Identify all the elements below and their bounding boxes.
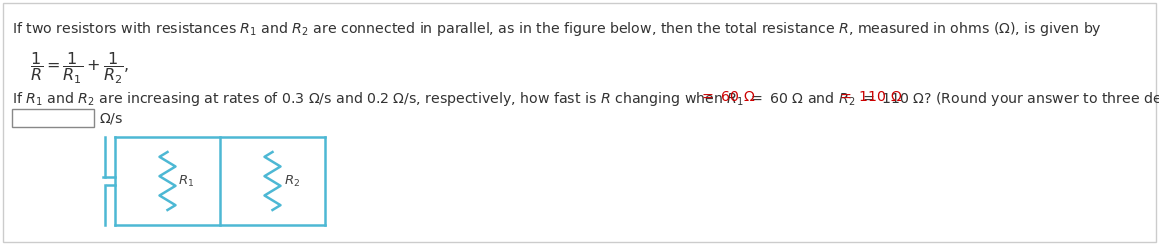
Text: If two resistors with resistances $R_1$ and $R_2$ are connected in parallel, as : If two resistors with resistances $R_1$ … — [12, 20, 1102, 38]
Bar — [12, 109, 94, 127]
Text: $R_2$: $R_2$ — [284, 173, 300, 189]
Text: $\Omega$/s: $\Omega$/s — [99, 110, 123, 125]
Text: $=$ 110 $\Omega$: $=$ 110 $\Omega$ — [837, 90, 903, 104]
Text: If $R_1$ and $R_2$ are increasing at rates of 0.3 $\Omega$/s and 0.2 $\Omega$/s,: If $R_1$ and $R_2$ are increasing at rat… — [12, 90, 1159, 108]
Text: $R_1$: $R_1$ — [178, 173, 195, 189]
Text: $\dfrac{1}{R} = \dfrac{1}{R_1} + \dfrac{1}{R_2},$: $\dfrac{1}{R} = \dfrac{1}{R_1} + \dfrac{… — [30, 50, 130, 86]
Text: $=$ 60 $\Omega$: $=$ 60 $\Omega$ — [699, 90, 756, 104]
